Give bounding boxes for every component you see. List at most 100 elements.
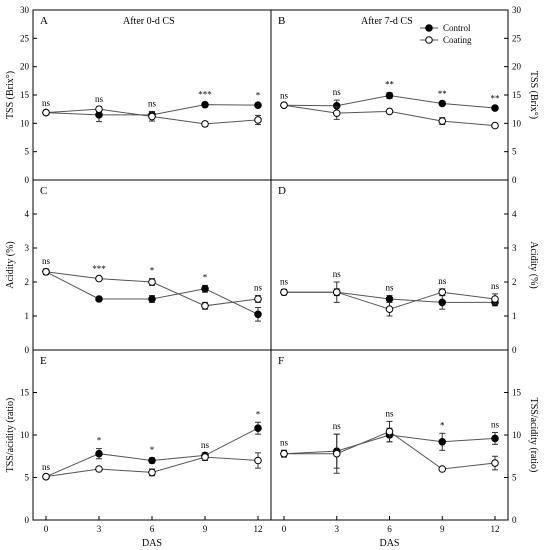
control-point (438, 438, 447, 446)
y-tick-label-left: 0 (25, 175, 30, 185)
coating-point (438, 288, 447, 297)
legend-marker (425, 24, 433, 32)
x-tick-label: 9 (203, 524, 208, 534)
y-axis-label-left: TSS (Brix°) (5, 71, 16, 119)
y-axis-label-right: TSS (Brix°) (528, 71, 539, 119)
coating-point (332, 449, 341, 458)
y-tick-label-left: 5 (25, 473, 30, 483)
y-tick-label-right: 20 (512, 62, 522, 72)
y-tick-label-right: 1 (512, 311, 517, 321)
coating-point (491, 459, 499, 467)
significance-label: ns (280, 276, 289, 286)
coating-point (491, 295, 499, 303)
control-point (254, 101, 262, 109)
control-point (148, 295, 156, 303)
significance-label: ns (280, 437, 289, 447)
legend-label: Control (443, 23, 471, 33)
significance-label: * (440, 420, 445, 430)
y-tick-label-right: 0 (512, 515, 517, 525)
coating-point (385, 305, 394, 314)
y-axis-label-left: Acidity (%) (5, 241, 16, 289)
y-tick-label-left: 4 (25, 209, 30, 219)
y-tick-label-left: 10 (20, 118, 30, 128)
y-tick-label-right: 25 (512, 33, 522, 43)
significance-label: ns (148, 98, 157, 108)
control-point (385, 295, 394, 303)
significance-label: * (97, 436, 102, 446)
coating-point (254, 456, 262, 465)
y-tick-label-right: 0 (512, 345, 517, 355)
x-tick-label: 9 (440, 524, 445, 534)
coating-point (95, 105, 103, 113)
control-point (254, 424, 262, 433)
control-point (201, 285, 209, 293)
y-tick-label-right: 10 (512, 430, 522, 440)
coating-point (95, 465, 103, 473)
y-tick-label-right: 10 (512, 118, 522, 128)
panel-letter: E (40, 355, 47, 367)
x-axis-label: DAS (379, 538, 399, 549)
x-tick-label: 0 (44, 524, 49, 534)
control-point (491, 434, 499, 443)
coating-point (332, 109, 341, 117)
y-tick-label-right: 5 (512, 147, 517, 157)
significance-label: * (150, 445, 155, 455)
control-point (254, 310, 262, 319)
significance-label: ns (333, 87, 342, 97)
significance-label: *** (92, 264, 106, 274)
coating-point (42, 268, 50, 276)
y-tick-label-right: 5 (512, 473, 517, 483)
coating-point (280, 288, 288, 297)
y-tick-label-left: 15 (20, 90, 30, 100)
panel-title: After 0-d CS (123, 16, 175, 27)
panel-title: After 7-d CS (361, 16, 413, 27)
significance-label: * (256, 91, 261, 101)
coating-point (438, 117, 447, 125)
x-tick-label: 3 (335, 524, 340, 534)
y-tick-label-right: 30 (512, 5, 522, 15)
coating-point (254, 295, 262, 303)
y-axis-label-left: TSS/acidity (ratio) (5, 398, 16, 473)
significance-label: ns (42, 98, 51, 108)
y-tick-label-right: 0 (512, 175, 517, 185)
significance-label: ns (42, 462, 51, 472)
y-tick-label-right: 3 (512, 243, 517, 253)
significance-label: ns (385, 408, 394, 418)
x-tick-label: 6 (150, 524, 155, 534)
control-point (385, 91, 394, 100)
significance-label: * (256, 409, 261, 419)
y-tick-label-left: 25 (20, 33, 30, 43)
y-axis-label-right: TSS/acidity (ratio) (528, 398, 539, 473)
y-tick-label-left: 10 (20, 430, 30, 440)
x-tick-label: 6 (387, 524, 392, 534)
control-point (491, 104, 499, 112)
x-axis-label: DAS (142, 538, 162, 549)
significance-label: ns (385, 283, 394, 293)
significance-label: ns (201, 440, 210, 450)
significance-label: * (203, 272, 208, 282)
control-point (201, 100, 209, 109)
x-tick-label: 12 (254, 524, 263, 534)
coating-point (148, 112, 156, 121)
control-point (95, 449, 103, 458)
coating-point (438, 465, 447, 473)
y-tick-label-left: 0 (25, 515, 30, 525)
coating-point (254, 116, 262, 124)
significance-label: *** (198, 89, 212, 99)
coating-point (385, 427, 394, 436)
coating-point (201, 453, 209, 461)
legend-label: Coating (443, 35, 472, 45)
coating-point (201, 302, 209, 310)
coating-point (491, 121, 499, 130)
significance-label: * (150, 266, 155, 276)
panel-letter: C (40, 185, 47, 197)
panel-letter: A (40, 15, 48, 27)
control-point (438, 99, 447, 108)
coating-point (280, 449, 288, 458)
panel-letter: D (278, 185, 286, 197)
coating-point (148, 278, 156, 286)
y-axis-label-right: Acidity (%) (528, 241, 539, 289)
y-tick-label-right: 2 (512, 277, 517, 287)
significance-label: ns (333, 421, 342, 431)
significance-label: ns (491, 281, 500, 291)
